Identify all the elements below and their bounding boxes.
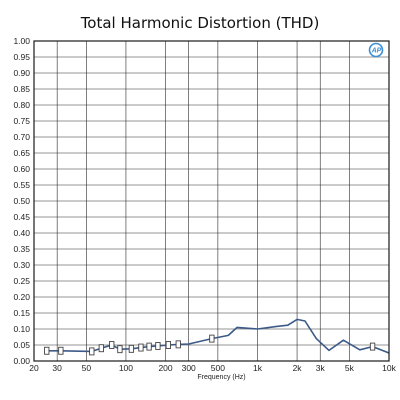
x-tick-label: 30 [52, 363, 62, 373]
data-point-marker [175, 340, 181, 349]
y-tick-label: 0.60 [13, 164, 30, 174]
y-tick-label: 0.20 [13, 292, 30, 302]
x-tick-label: 200 [158, 363, 172, 373]
x-tick-label: 300 [182, 363, 196, 373]
data-point-marker [165, 341, 171, 349]
plot-frame [33, 40, 390, 362]
y-tick-label: 0.75 [13, 116, 30, 126]
chart-title: Total Harmonic Distortion (THD) [80, 14, 320, 32]
y-tick-label: 0.35 [13, 244, 30, 254]
data-point-marker [117, 345, 123, 354]
y-tick-label: 0.70 [13, 132, 30, 142]
y-tick-label: 0.15 [13, 308, 30, 318]
x-tick-label: 50 [82, 363, 92, 373]
ap-logo-text: AP [371, 48, 382, 55]
ap-logo-icon [368, 42, 384, 58]
y-tick-label: 0.45 [13, 212, 30, 222]
y-tick-label: 0.30 [13, 260, 30, 270]
x-tick-label: 20 [29, 363, 39, 373]
data-point-marker [98, 344, 104, 353]
data-point-marker [44, 346, 50, 355]
x-tick-label: 1k [253, 363, 263, 373]
y-tick-label: 1.00 [13, 36, 30, 46]
x-tick-label: 10k [382, 363, 396, 373]
data-point-marker [128, 344, 135, 353]
y-tick-label: 0.00 [13, 356, 30, 366]
data-point-marker [155, 342, 161, 350]
y-tick-label: 0.85 [13, 84, 30, 94]
data-point-marker [209, 334, 215, 343]
x-tick-label: 5k [345, 363, 355, 373]
x-axis-label: Frequency (Hz) [197, 374, 245, 381]
y-tick-label: 0.10 [13, 324, 30, 334]
x-tick-label: 500 [211, 363, 225, 373]
data-point-marker [89, 347, 95, 356]
data-point-marker [138, 343, 144, 352]
y-tick-label: 0.65 [13, 148, 30, 158]
y-tick-label: 0.50 [13, 196, 30, 206]
y-tick-label: 0.95 [13, 52, 30, 62]
y-tick-label: 0.40 [13, 228, 30, 238]
y-tick-label: 0.05 [13, 340, 30, 350]
y-tick-label: 0.25 [13, 276, 30, 286]
data-point-marker [369, 342, 376, 351]
data-point-marker [146, 342, 152, 351]
y-tick-label: 0.55 [13, 180, 30, 190]
data-point-marker [109, 341, 115, 349]
x-tick-label: 3k [316, 363, 326, 373]
y-tick-label: 0.80 [13, 100, 30, 110]
y-tick-label: 0.90 [13, 68, 30, 78]
x-tick-label: 2k [293, 363, 303, 373]
x-tick-label: 100 [119, 363, 133, 373]
data-point-marker [58, 346, 64, 355]
